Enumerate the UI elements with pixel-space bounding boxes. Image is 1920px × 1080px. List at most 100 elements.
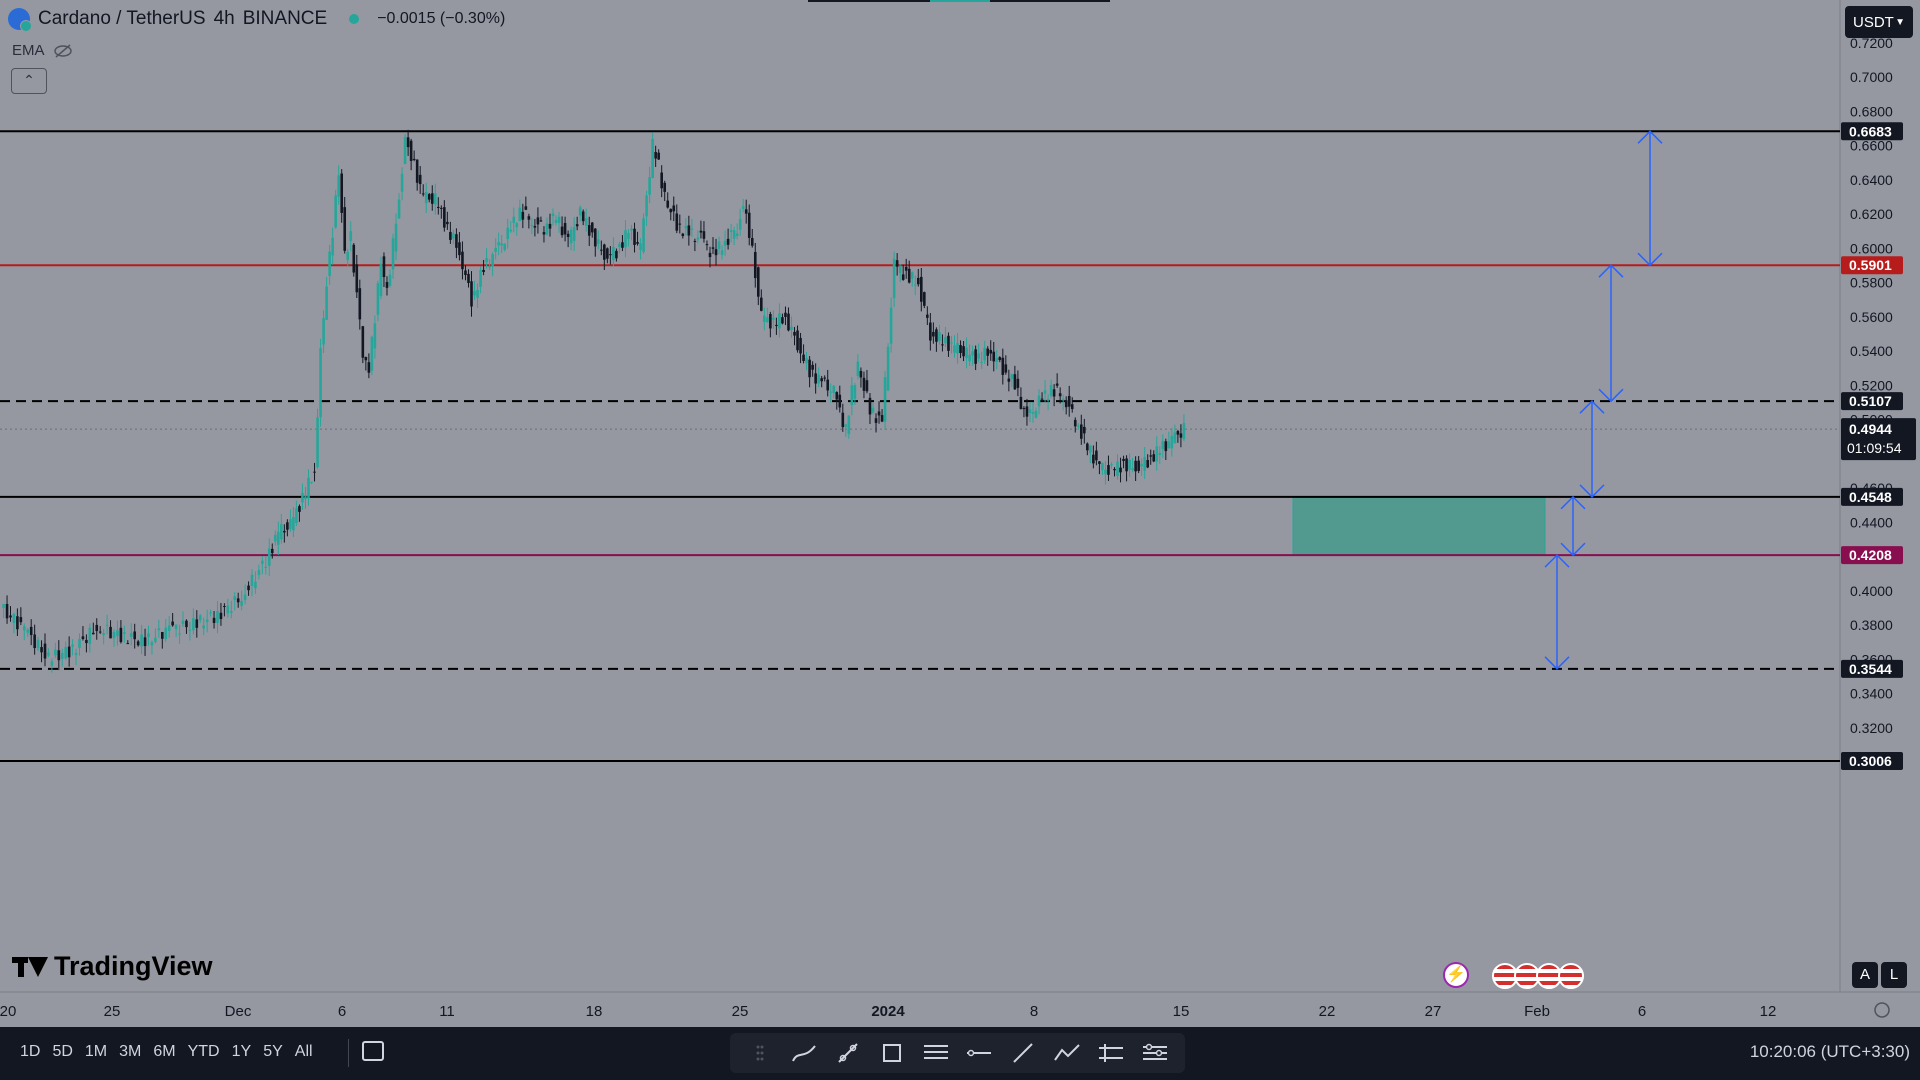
level-price-label[interactable]: 0.5901	[1849, 257, 1892, 273]
range-6m[interactable]: 6M	[153, 1043, 176, 1060]
drag-handle-icon[interactable]	[745, 1038, 775, 1068]
candle-body	[916, 277, 920, 285]
range-1m[interactable]: 1M	[84, 1043, 108, 1060]
candle-body	[9, 615, 12, 618]
trend-line-icon[interactable]	[833, 1038, 863, 1068]
us-flag-icon[interactable]	[1558, 963, 1584, 989]
price-tick-label: 0.6600	[1850, 138, 1893, 154]
level-price-label[interactable]: 0.6683	[1849, 123, 1892, 139]
candle-body	[1064, 400, 1068, 408]
arrow-head-down	[1579, 484, 1605, 498]
bar-countdown: 01:09:54	[1847, 440, 1902, 456]
candle-body	[409, 140, 413, 161]
interval-label[interactable]: 4h	[213, 8, 235, 29]
goto-date-icon[interactable]	[362, 1041, 384, 1061]
level-price-label[interactable]: 0.5107	[1849, 393, 1892, 409]
price-tick-label: 0.6400	[1850, 172, 1893, 188]
symbol-name[interactable]: Cardano / TetherUS	[38, 8, 206, 29]
candle-body	[212, 617, 216, 623]
events-flags[interactable]	[1492, 963, 1584, 989]
candle-body	[950, 342, 953, 344]
candle-body	[364, 356, 368, 361]
rectangle-icon[interactable]	[877, 1038, 907, 1068]
candle-body	[1128, 459, 1131, 470]
candle-body	[726, 238, 730, 245]
horizontal-ray-icon[interactable]	[964, 1038, 994, 1068]
range-1d[interactable]: 1D	[20, 1043, 41, 1060]
path-icon[interactable]	[1052, 1038, 1082, 1068]
candle-body	[273, 534, 277, 542]
candle-body	[826, 379, 830, 391]
candle-body	[1052, 389, 1056, 397]
level-price-label[interactable]: 0.4208	[1849, 547, 1892, 563]
time-tick-label: Dec	[225, 1003, 252, 1020]
time-tick-label: 6	[338, 1003, 346, 1020]
candle-body	[1022, 408, 1026, 410]
range-1y[interactable]: 1Y	[231, 1043, 252, 1060]
currency-select[interactable]: USDT ▼	[1845, 6, 1913, 38]
candle-body	[74, 652, 78, 656]
price-tick-label: 0.5800	[1850, 275, 1893, 291]
candle-body	[536, 217, 540, 225]
candle-body	[133, 631, 136, 640]
time-tick-label: 15	[1173, 1003, 1190, 1020]
candle-body	[64, 647, 67, 659]
candle-body	[962, 346, 965, 357]
time-tick-label: 2024	[871, 1003, 905, 1020]
brush-icon[interactable]	[789, 1038, 819, 1068]
price-axis-panel[interactable]	[1840, 0, 1920, 1027]
level-price-label[interactable]: 0.4548	[1849, 489, 1892, 505]
candle-body	[147, 633, 150, 637]
candle-body	[741, 206, 745, 209]
candle-body	[596, 239, 600, 244]
candle-body	[427, 194, 431, 200]
candle-body	[388, 274, 392, 286]
candle-body	[850, 385, 854, 406]
candle-body	[521, 211, 525, 220]
candle-body	[898, 266, 902, 274]
candle-body	[883, 377, 887, 422]
candle-body	[557, 216, 561, 224]
candle-body	[458, 242, 461, 256]
candle-body	[334, 195, 337, 228]
candle-body	[901, 274, 905, 280]
parallel-channel-icon[interactable]	[1096, 1038, 1126, 1068]
collapse-legend-button[interactable]: ⌃	[11, 68, 47, 94]
candle-body	[292, 516, 295, 531]
level-price-label[interactable]: 0.3006	[1849, 753, 1892, 769]
candle-body	[78, 638, 81, 649]
candle-body	[678, 223, 682, 225]
range-all[interactable]: All	[294, 1043, 313, 1060]
candle-body	[593, 228, 597, 247]
range-5d[interactable]: 5D	[52, 1043, 73, 1060]
indicator-row[interactable]: EMA	[12, 42, 73, 59]
candle-body	[202, 625, 205, 629]
candle-body	[729, 230, 733, 233]
price-tick-label: 0.3400	[1850, 686, 1893, 702]
gear-icon[interactable]	[1874, 1002, 1890, 1018]
candle-body	[1119, 467, 1122, 473]
candle-body	[980, 361, 983, 363]
fib-retracement-icon[interactable]	[921, 1038, 951, 1068]
price-tick-label: 0.7000	[1850, 69, 1893, 85]
candle-body	[102, 633, 105, 636]
clock-readout[interactable]: 10:20:06 (UTC+3:30)	[1749, 1042, 1910, 1061]
log-scale-button[interactable]: L	[1881, 962, 1907, 988]
last-price-label[interactable]: 0.4944	[1849, 421, 1892, 437]
range-ytd[interactable]: YTD	[187, 1043, 220, 1060]
level-price-label[interactable]: 0.3544	[1849, 661, 1892, 677]
tradingview-logo[interactable]: TradingView	[12, 951, 213, 982]
eye-hidden-icon[interactable]	[53, 43, 73, 58]
ray-icon[interactable]	[1008, 1038, 1038, 1068]
candle-body	[476, 289, 479, 298]
candle-body	[1140, 463, 1143, 467]
lightning-icon[interactable]: ⚡	[1443, 962, 1469, 988]
auto-scale-button[interactable]: A	[1852, 962, 1878, 988]
settings-list-icon[interactable]	[1140, 1038, 1170, 1068]
support-zone-box[interactable]	[1292, 496, 1546, 556]
range-3m[interactable]: 3M	[119, 1043, 142, 1060]
indicator-name[interactable]: EMA	[12, 42, 45, 59]
range-5y[interactable]: 5Y	[263, 1043, 283, 1060]
